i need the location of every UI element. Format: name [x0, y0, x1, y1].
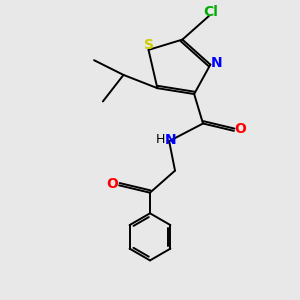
Text: N: N — [165, 133, 176, 147]
Text: H: H — [156, 133, 165, 146]
Text: N: N — [211, 56, 223, 70]
Text: Cl: Cl — [203, 5, 218, 19]
Text: O: O — [107, 177, 118, 191]
Text: S: S — [143, 38, 154, 52]
Text: O: O — [234, 122, 246, 136]
